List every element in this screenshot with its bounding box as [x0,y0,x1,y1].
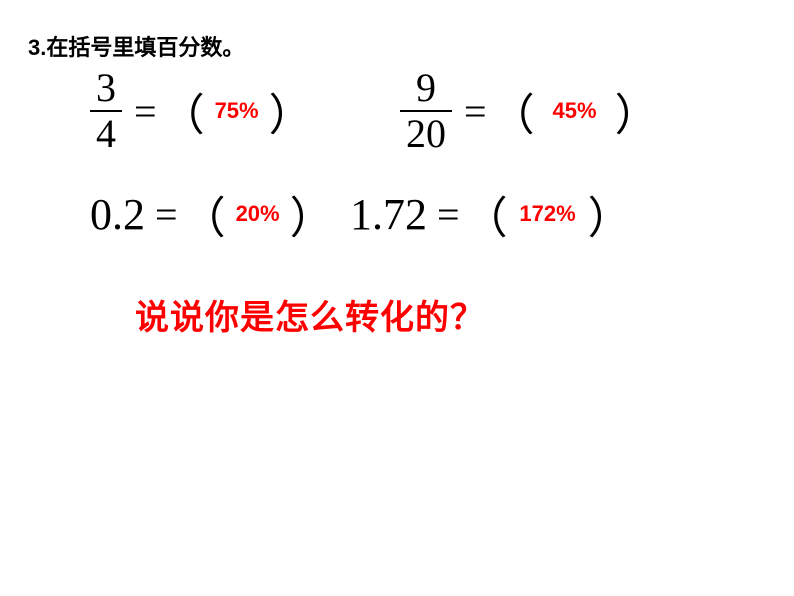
answer-2: 45% [535,98,615,124]
problem-3: 0.2 = （ 20% ） [90,182,334,246]
equals-sign: = [134,88,157,135]
exercise-title: 3.在括号里填百分数。 [28,30,244,62]
numerator: 3 [90,68,122,110]
paren-close: ） [269,79,313,143]
problem-1: 3 4 = （ 75% ） [90,68,313,154]
paren-open: （ [464,182,508,246]
paren-open: （ [182,182,226,246]
numerator: 9 [410,68,442,110]
problem-4: 1.72 = （ 172% ） [350,182,632,246]
equals-sign: = [155,191,178,238]
answer-1: 75% [205,98,269,124]
fraction-1: 3 4 [90,68,122,154]
fraction-2: 9 20 [400,68,452,154]
paren-open: （ [491,79,535,143]
paren-close: ） [290,182,334,246]
equals-sign: = [464,88,487,135]
answer-4: 172% [508,201,588,227]
paren-close: ） [615,79,659,143]
answer-3: 20% [226,201,290,227]
paren-close: ） [588,182,632,246]
followup-question: 说说你是怎么转化的？ [135,290,485,339]
denominator: 20 [400,110,452,154]
equals-sign: = [437,191,460,238]
problem-2: 9 20 = （ 45% ） [400,68,659,154]
decimal-1: 0.2 [90,189,145,240]
paren-open: （ [161,79,205,143]
denominator: 4 [90,110,122,154]
decimal-2: 1.72 [350,189,427,240]
